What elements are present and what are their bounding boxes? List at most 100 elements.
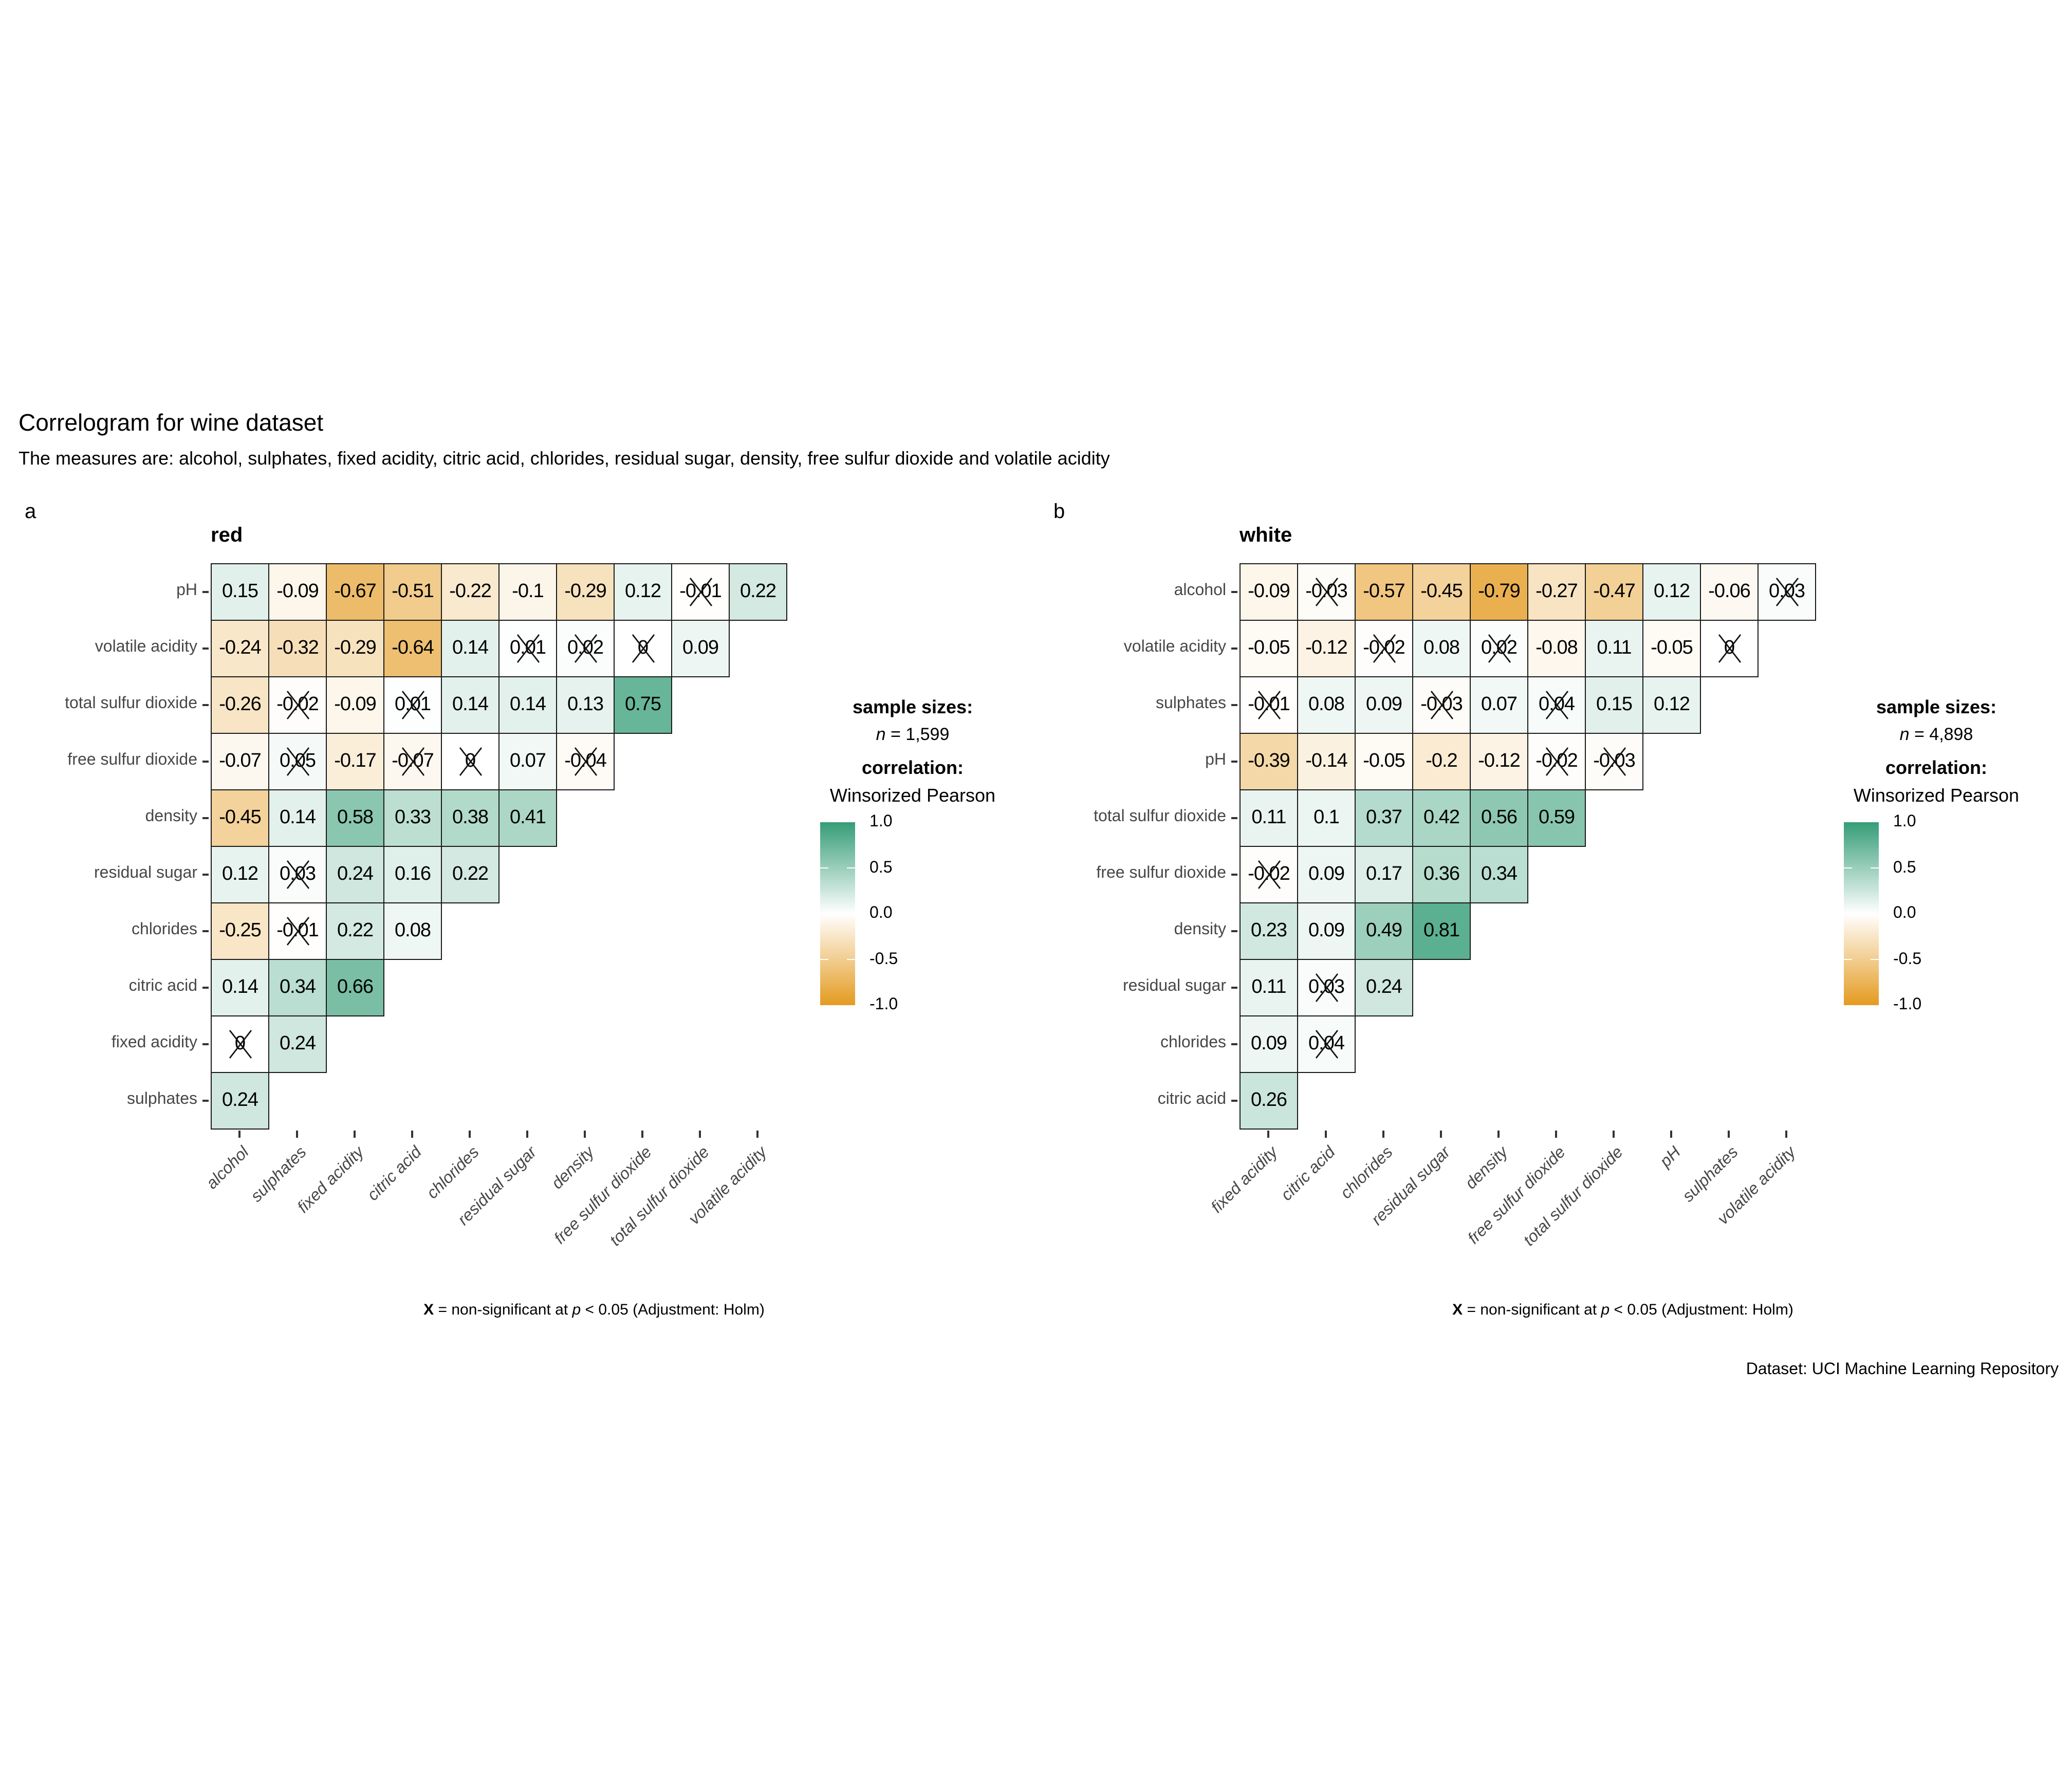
- colorbar-tick-label: 0.0: [1893, 904, 1916, 922]
- cell-value: 0.08: [1423, 637, 1460, 659]
- cell-value: 0.09: [1308, 863, 1345, 885]
- correlation-cell: 0.81: [1412, 902, 1471, 960]
- correlation-cell: -0.14: [1297, 733, 1356, 790]
- y-axis-tick: [202, 986, 209, 988]
- cell-value: 0.11: [1597, 637, 1632, 659]
- correlation-cell: 0.75: [614, 676, 672, 734]
- cell-value: 0.09: [1251, 1033, 1287, 1054]
- y-axis-tick: [1231, 647, 1237, 649]
- legend-sample-size: n = 4,898: [1813, 725, 2060, 745]
- correlation-cell: 0.22: [441, 846, 499, 903]
- n-symbol: n: [876, 725, 886, 744]
- correlation-cell: 0.59: [1527, 789, 1586, 847]
- correlation-cell: -0.29: [556, 563, 615, 621]
- correlation-cell: 0.34: [1470, 846, 1528, 903]
- correlation-cell: 0.49: [1355, 902, 1413, 960]
- correlation-cell: 0.05: [268, 733, 327, 790]
- correlation-cell: -0.17: [326, 733, 384, 790]
- correlation-cell: -0.02: [268, 676, 327, 734]
- cell-value: 0.24: [222, 1089, 258, 1111]
- non-significant-x-icon: [458, 747, 482, 776]
- correlation-cell: -0.1: [498, 563, 557, 621]
- correlation-cell: 0.41: [498, 789, 557, 847]
- x-axis-tick: [699, 1131, 701, 1138]
- cell-value: -0.1: [512, 581, 544, 602]
- y-axis-tick: [1231, 986, 1237, 988]
- x-axis-tick: [1785, 1131, 1787, 1138]
- non-significant-x-icon: [631, 634, 655, 663]
- non-significant-x-icon: [1545, 691, 1568, 719]
- colorbar-tickmark: [847, 958, 855, 960]
- correlation-cell: 0.01: [383, 676, 442, 734]
- correlation-cell: 0.56: [1470, 789, 1528, 847]
- cell-value: 0.14: [452, 694, 489, 715]
- correlation-cell: -0.08: [1527, 620, 1586, 677]
- correlation-cell: 0.09: [1239, 1015, 1298, 1073]
- panel-tag: a: [25, 501, 36, 523]
- correlation-cell: 0.22: [729, 563, 787, 621]
- panel-title: red: [211, 524, 243, 547]
- colorbar-tick-label: 0.5: [869, 859, 893, 876]
- x-axis-tick: [238, 1131, 240, 1138]
- correlation-cell: -0.02: [1355, 620, 1413, 677]
- cell-value: -0.09: [334, 694, 377, 715]
- correlation-cell: 0.12: [614, 563, 672, 621]
- correlation-cell: -0.03: [1585, 733, 1643, 790]
- cell-value: 0.16: [395, 863, 431, 885]
- cell-value: 0.17: [1366, 863, 1402, 885]
- correlation-cell: -0.57: [1355, 563, 1413, 621]
- row-label: pH: [1205, 751, 1226, 768]
- correlation-cell: 0.24: [211, 1072, 269, 1130]
- correlation-cell: -0.39: [1239, 733, 1298, 790]
- cell-value: 0.12: [625, 581, 661, 602]
- cell-value: 0.13: [567, 694, 604, 715]
- colorbar-tickmark: [1844, 867, 1852, 868]
- y-axis-tick: [1231, 704, 1237, 706]
- correlation-cell: -0.03: [1412, 676, 1471, 734]
- cell-value: -0.05: [1248, 637, 1290, 659]
- footnote-x-symbol: X: [1452, 1301, 1463, 1319]
- correlation-cell: 0.11: [1239, 959, 1298, 1016]
- cell-value: -0.22: [449, 581, 492, 602]
- x-axis-tick: [296, 1131, 298, 1138]
- cell-value: 0.11: [1251, 807, 1286, 828]
- correlation-cell: 0.04: [1297, 1015, 1356, 1073]
- x-axis-tick: [1267, 1131, 1269, 1138]
- y-axis-tick: [202, 873, 209, 875]
- cell-value: -0.79: [1478, 581, 1521, 602]
- y-axis-tick: [1231, 817, 1237, 819]
- cell-value: 0.33: [395, 807, 431, 828]
- correlation-cell: -0.29: [326, 620, 384, 677]
- correlation-cell: -0.04: [556, 733, 615, 790]
- correlation-cell: -0.01: [671, 563, 730, 621]
- footnote-x-symbol: X: [423, 1301, 434, 1319]
- cell-value: 0.22: [740, 581, 776, 602]
- panel-footnote: X = non-significant at p < 0.05 (Adjustm…: [1243, 1301, 2003, 1319]
- cell-value: -0.09: [276, 581, 319, 602]
- cell-value: 0.12: [222, 863, 258, 885]
- x-axis-tick: [1613, 1131, 1615, 1138]
- legend-sample-size: n = 1,599: [789, 725, 1036, 745]
- cell-value: 0.14: [222, 976, 258, 998]
- cell-value: 0.09: [1366, 694, 1402, 715]
- colorbar-tickmark: [820, 867, 828, 868]
- non-significant-x-icon: [1315, 578, 1338, 606]
- correlation-cell: 0.08: [1412, 620, 1471, 677]
- cell-value: 0.11: [1251, 976, 1286, 998]
- x-axis-tick: [1670, 1131, 1672, 1138]
- x-axis-tick: [1497, 1131, 1500, 1138]
- correlation-cell: -0.05: [1355, 733, 1413, 790]
- panel-footnote: X = non-significant at p < 0.05 (Adjustm…: [214, 1301, 974, 1319]
- dataset-caption: Dataset: UCI Machine Learning Repository: [1746, 1361, 2059, 1378]
- correlation-cell: -0.09: [1239, 563, 1298, 621]
- cell-value: 0.81: [1423, 920, 1460, 941]
- row-label: pH: [176, 581, 197, 599]
- correlation-cell: -0.01: [1239, 676, 1298, 734]
- correlation-cell: 0.15: [1585, 676, 1643, 734]
- non-significant-x-icon: [1775, 578, 1799, 606]
- cell-value: 0.08: [1308, 694, 1345, 715]
- cell-value: 0.24: [280, 1033, 316, 1054]
- correlation-cell: 0.26: [1239, 1072, 1298, 1130]
- x-axis-tick: [526, 1131, 528, 1138]
